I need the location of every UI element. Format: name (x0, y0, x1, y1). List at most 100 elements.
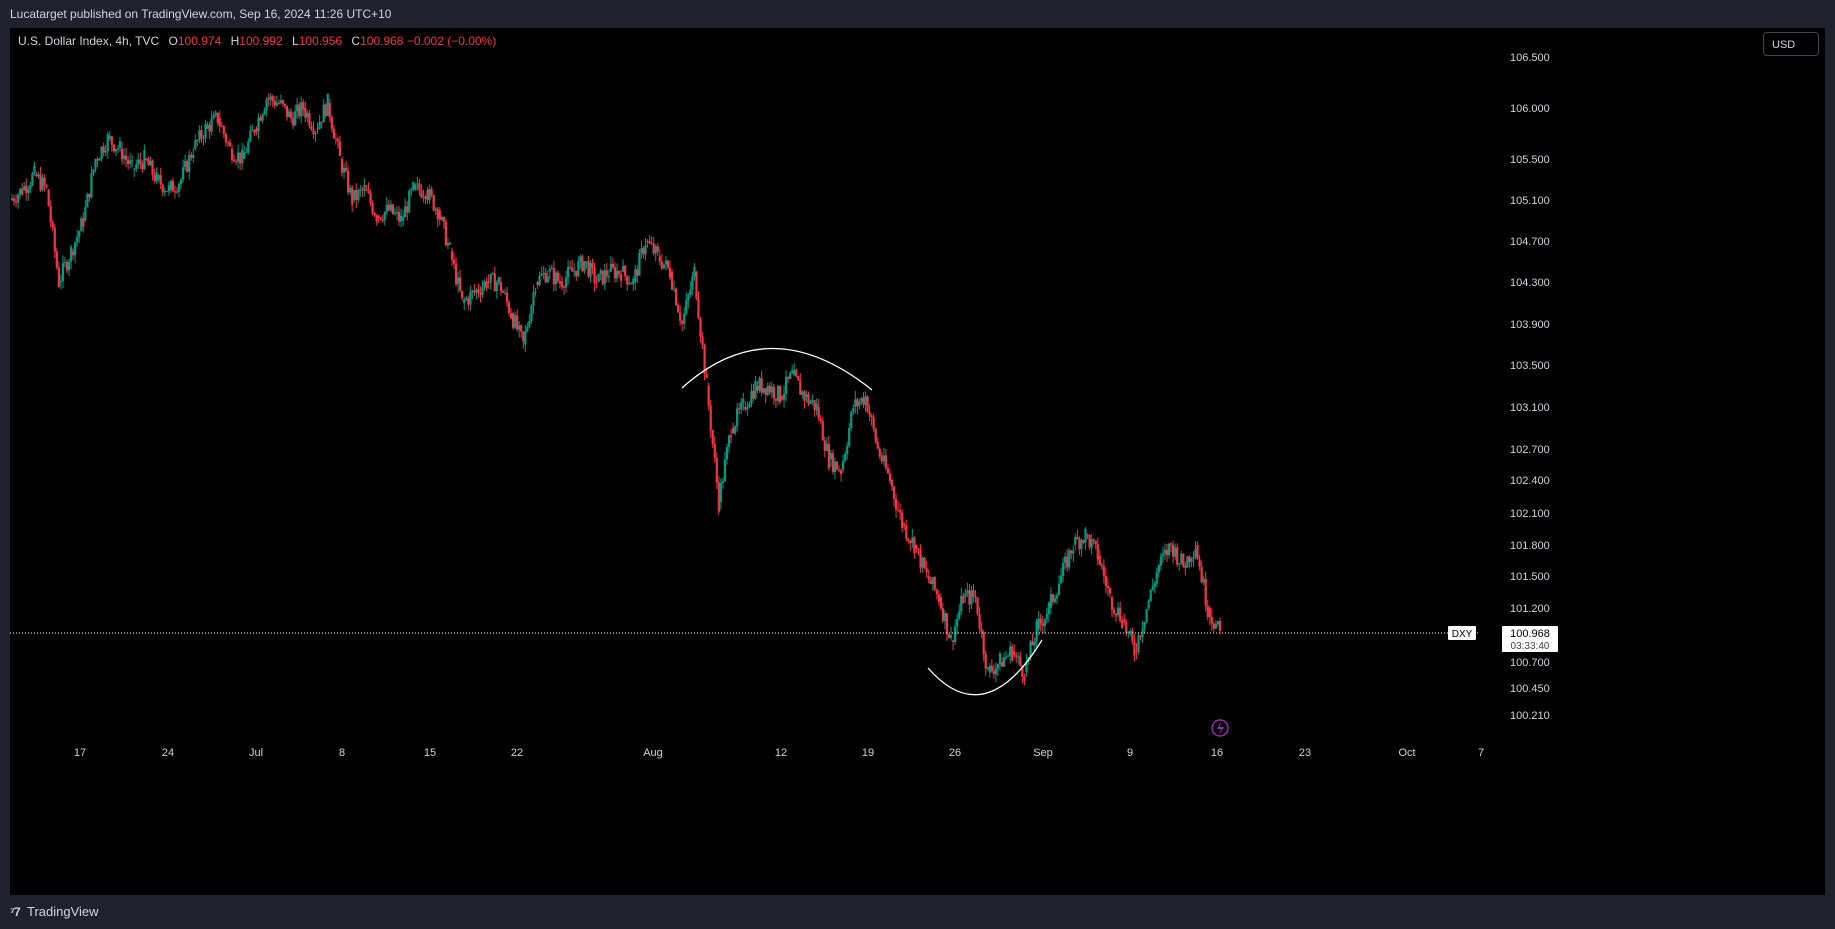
candle-body (524, 330, 527, 345)
candle-body (491, 273, 494, 275)
candle-body (799, 380, 802, 395)
candle-body (1157, 565, 1160, 573)
candle-body (842, 460, 845, 470)
candle-body (603, 270, 606, 285)
candle-body (833, 461, 837, 473)
candle-body (658, 256, 661, 262)
candle-body (817, 407, 820, 419)
candle-body (1216, 621, 1220, 625)
candle-body (51, 222, 54, 228)
candle-body (389, 204, 392, 211)
price-tick-label: 103.500 (1510, 360, 1550, 372)
brand-name: TradingView (27, 904, 99, 919)
candle-body (554, 272, 557, 285)
price-chart[interactable]: 106.500 106.000 105.500 105.100 104.700 104.3… (10, 28, 1825, 895)
candle-body (1149, 589, 1152, 601)
candle-body (795, 370, 798, 377)
candle-body (377, 215, 380, 218)
candle-body (520, 325, 523, 332)
candle-body (418, 183, 421, 191)
candle-body (69, 246, 73, 262)
candle-body (1053, 598, 1057, 602)
candle-body (163, 190, 166, 193)
candle-body (789, 373, 792, 379)
candle-body (998, 653, 1002, 665)
candle-body (308, 113, 311, 126)
candle-body (768, 386, 771, 393)
candle-body (548, 269, 551, 272)
candle-body (251, 130, 254, 132)
candle-body (933, 577, 936, 590)
candle-body (1178, 563, 1181, 565)
candle-body (267, 97, 270, 100)
candle-body (450, 251, 454, 260)
candle-body (601, 270, 604, 285)
candle-body (507, 302, 511, 314)
candle-body (917, 548, 920, 550)
candle-body (711, 430, 714, 445)
chart-area[interactable]: 106.500 106.000 105.500 105.100 104.700 104.3… (10, 28, 1825, 895)
candle-body (1043, 619, 1046, 627)
candle-body (770, 386, 773, 393)
candle-body (1218, 621, 1222, 632)
candle-body (61, 263, 65, 282)
candle-body (1127, 631, 1130, 633)
candle-body (949, 635, 953, 638)
candle-body (974, 596, 977, 598)
candle-body (10, 198, 14, 200)
candle-body (1029, 641, 1032, 658)
candle-body (481, 287, 484, 295)
candle-body (461, 290, 464, 299)
price-tick-label: 102.400 (1510, 475, 1550, 487)
candle-body (911, 537, 914, 544)
candle-body (793, 370, 796, 376)
price-tick-label: 104.300 (1510, 277, 1550, 289)
candle-body (452, 259, 456, 264)
candle-body (312, 129, 315, 135)
candle-body (801, 391, 804, 395)
candle-body (287, 111, 291, 118)
candle-body (173, 191, 177, 193)
candle-body (320, 121, 323, 123)
candle-body (1074, 536, 1077, 545)
candle-body (1057, 583, 1061, 595)
candle-body (819, 418, 822, 421)
candle-body (220, 126, 223, 128)
time-tick-label: Sep (1033, 747, 1053, 759)
candle-body (996, 664, 1000, 669)
candle-body (1131, 630, 1134, 642)
candle-body (899, 510, 902, 513)
candle-body (202, 138, 205, 140)
candle-body (831, 453, 835, 473)
candle-body (672, 288, 676, 290)
candle-body (534, 291, 537, 293)
candle-body (88, 193, 91, 198)
candle-body (159, 175, 162, 185)
candle-body (324, 104, 327, 116)
candle-body (1021, 665, 1024, 677)
candle-body (86, 193, 89, 208)
candle-body (776, 385, 780, 401)
candle-body (404, 206, 407, 218)
candle-body (1112, 609, 1116, 614)
candle-body (414, 184, 417, 190)
candle-body (699, 318, 702, 337)
candle-body (336, 139, 340, 142)
candle-body (1159, 556, 1162, 566)
candle-body (428, 189, 431, 201)
candle-body (509, 313, 513, 319)
candle-body (501, 291, 505, 293)
candle-body (732, 428, 735, 434)
candle-body (1141, 628, 1144, 637)
candle-body (1161, 553, 1165, 557)
currency-button[interactable]: USD (1763, 32, 1819, 56)
candle-body (67, 261, 71, 271)
candle-body (192, 155, 195, 159)
candle-body (143, 149, 146, 169)
candle-body (1184, 565, 1187, 568)
candle-body (342, 167, 346, 173)
high-value: 100.992 (239, 34, 283, 48)
candle-body (43, 177, 46, 186)
candle-body (1084, 528, 1087, 543)
price-tick-label: 100.450 (1510, 683, 1550, 695)
